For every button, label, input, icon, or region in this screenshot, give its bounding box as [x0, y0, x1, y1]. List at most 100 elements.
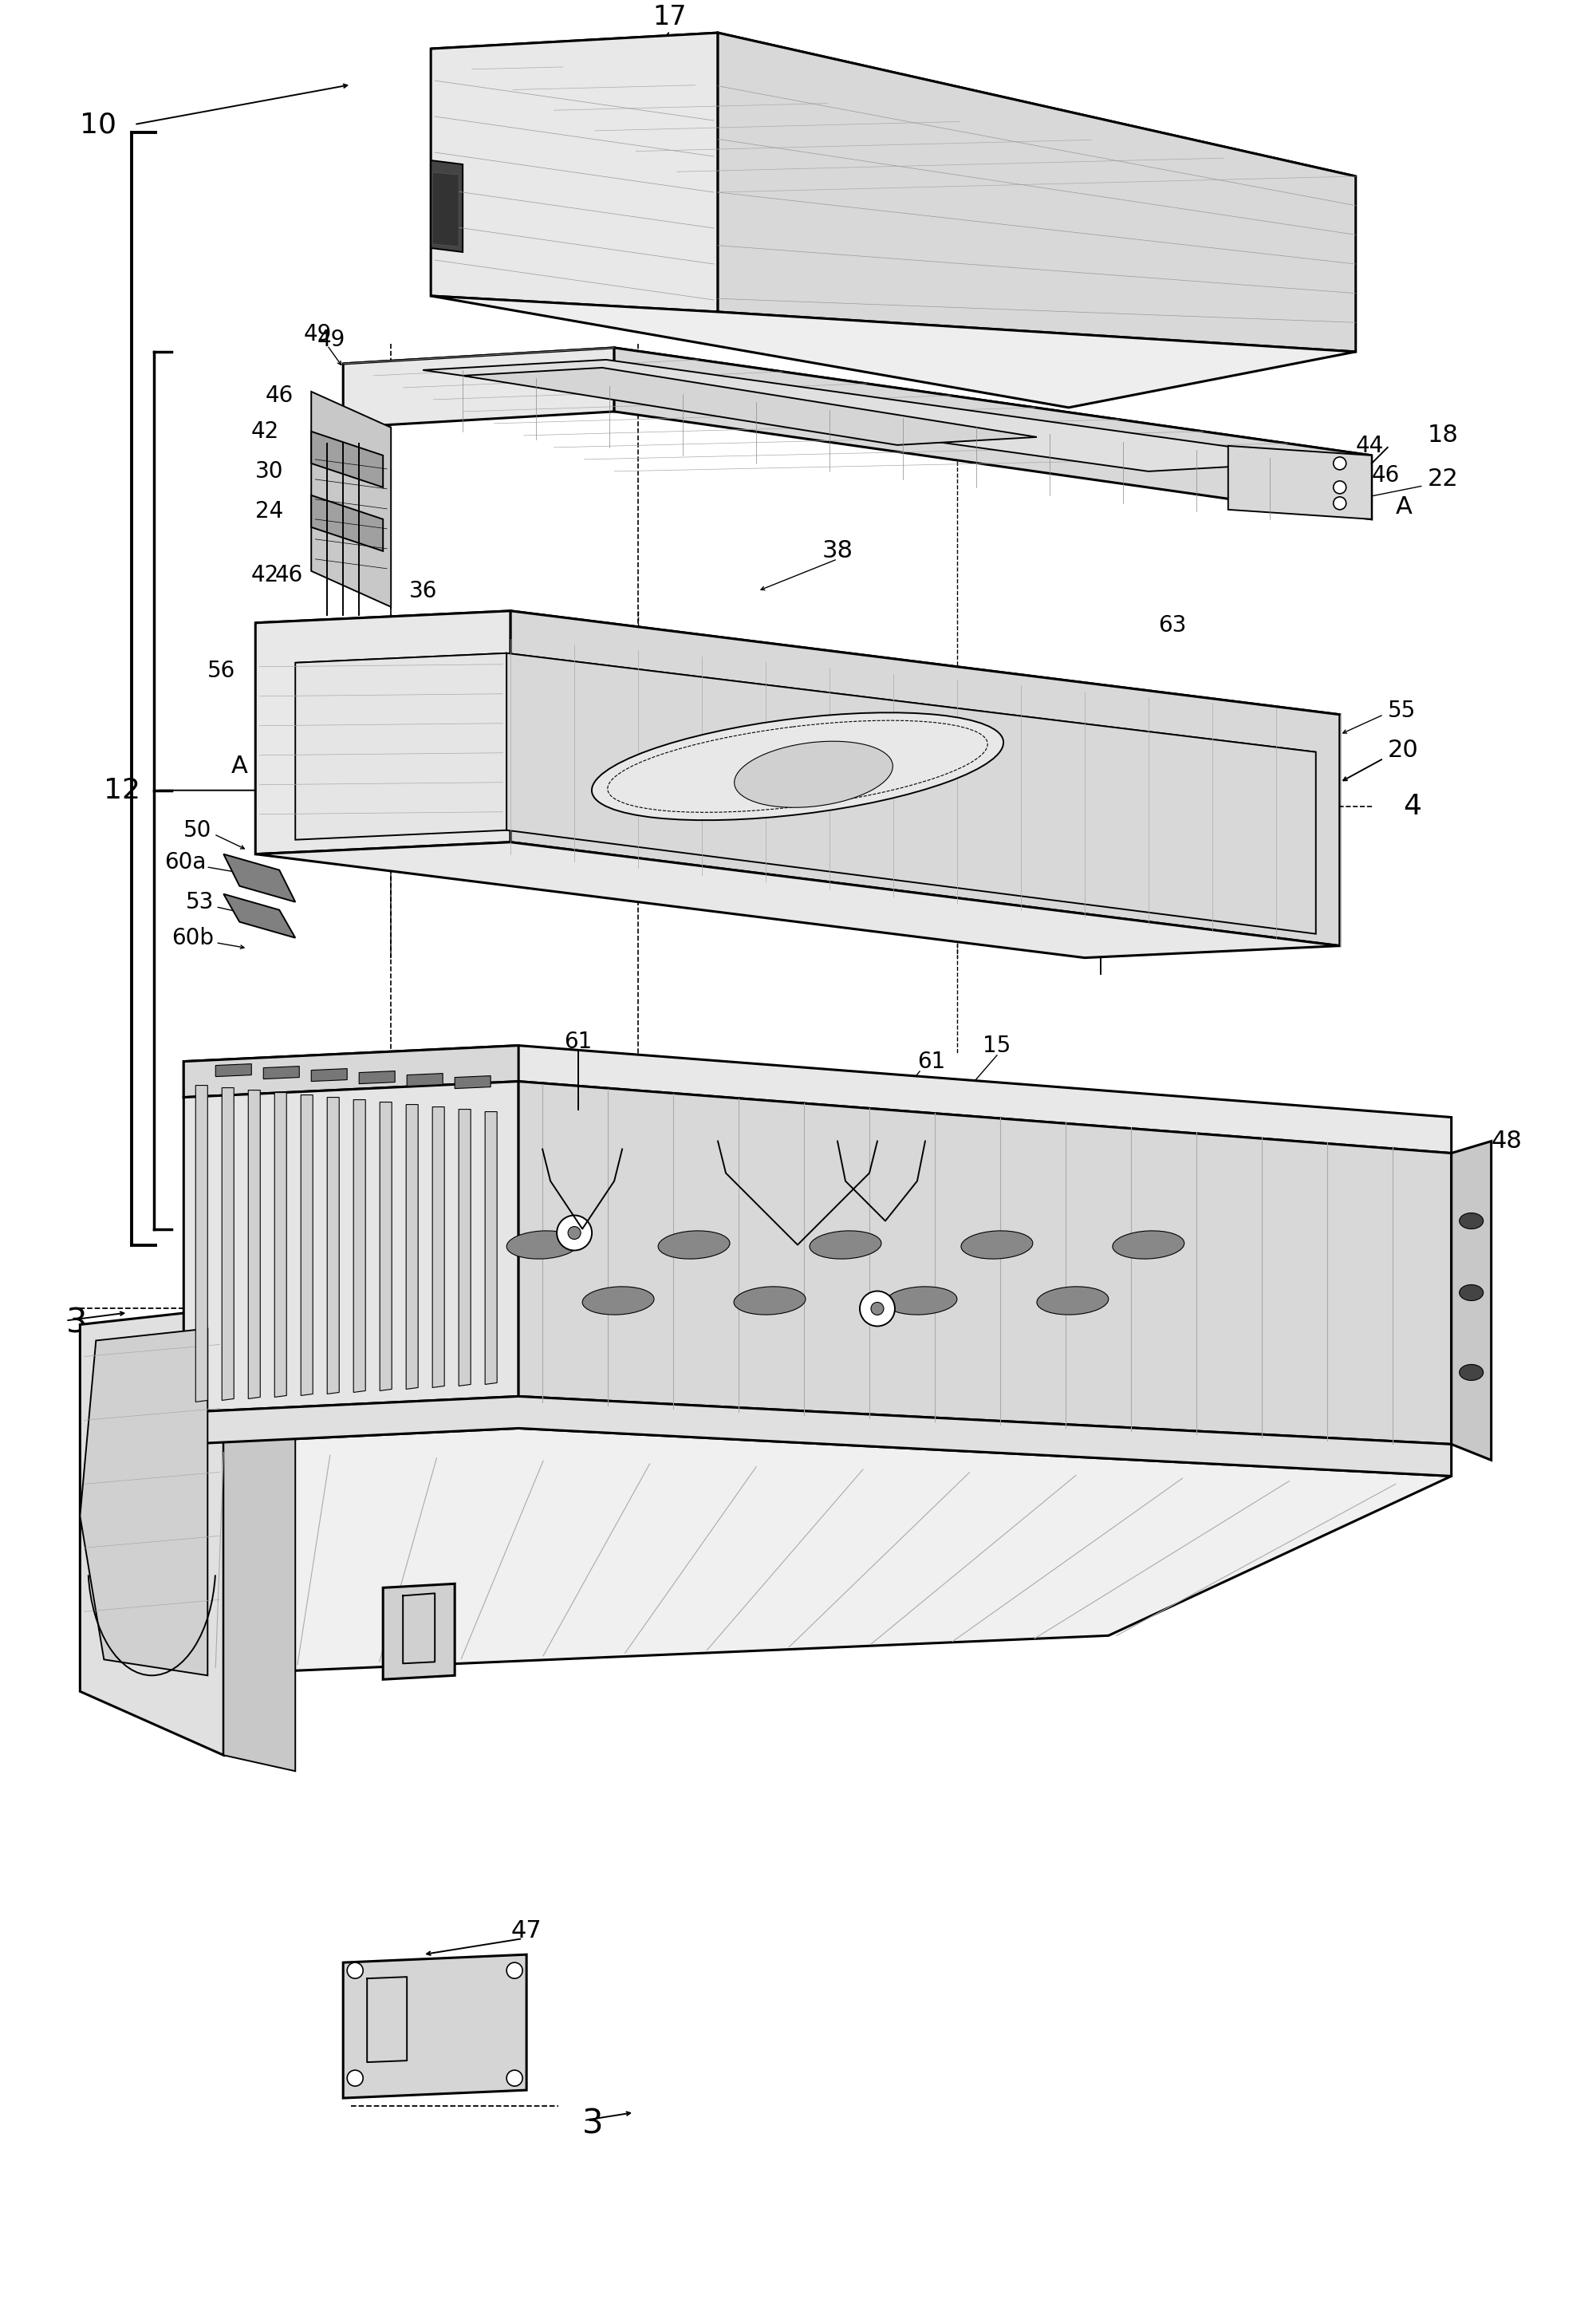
Polygon shape: [311, 392, 391, 607]
Polygon shape: [511, 611, 1339, 946]
Polygon shape: [343, 1954, 527, 2097]
Text: 48: 48: [1491, 1130, 1523, 1154]
Polygon shape: [463, 367, 1037, 445]
Polygon shape: [519, 1082, 1451, 1444]
Ellipse shape: [734, 741, 892, 807]
Circle shape: [1333, 496, 1345, 510]
Text: 61: 61: [565, 1031, 592, 1052]
Text: 24: 24: [255, 501, 284, 521]
Circle shape: [346, 2069, 362, 2086]
Polygon shape: [343, 348, 614, 427]
Polygon shape: [215, 1064, 252, 1077]
Text: 49: 49: [318, 328, 345, 351]
Text: 50: 50: [184, 819, 212, 842]
Polygon shape: [80, 1329, 207, 1675]
Text: 46: 46: [265, 385, 294, 406]
Polygon shape: [196, 1084, 207, 1403]
Text: 49: 49: [303, 323, 332, 346]
Polygon shape: [223, 895, 295, 939]
Ellipse shape: [961, 1230, 1033, 1260]
Text: 36: 36: [409, 579, 437, 602]
Text: 4: 4: [1403, 794, 1422, 819]
Ellipse shape: [734, 1287, 806, 1315]
Polygon shape: [431, 161, 463, 251]
Text: 58: 58: [377, 676, 405, 697]
Ellipse shape: [583, 1287, 654, 1315]
Text: 18: 18: [1427, 424, 1459, 448]
Polygon shape: [184, 1045, 1451, 1154]
Text: 61: 61: [918, 1050, 945, 1073]
Polygon shape: [407, 1073, 442, 1087]
Text: 60a: 60a: [164, 851, 206, 874]
Polygon shape: [1451, 1142, 1491, 1460]
Polygon shape: [431, 295, 1355, 408]
Polygon shape: [458, 1110, 471, 1387]
Polygon shape: [223, 854, 295, 902]
Text: 12: 12: [104, 777, 140, 803]
Text: 47: 47: [511, 1919, 543, 1942]
Text: 34: 34: [361, 365, 389, 388]
Circle shape: [506, 1963, 522, 1979]
Polygon shape: [295, 653, 506, 840]
Polygon shape: [311, 431, 383, 487]
Text: A: A: [1395, 496, 1412, 519]
Circle shape: [557, 1216, 592, 1250]
Text: 10: 10: [80, 111, 117, 138]
Text: 55: 55: [1387, 699, 1416, 722]
Circle shape: [506, 2069, 522, 2086]
Polygon shape: [455, 1075, 490, 1089]
Text: A: A: [231, 754, 247, 777]
Polygon shape: [249, 1091, 260, 1398]
Ellipse shape: [1037, 1287, 1109, 1315]
Polygon shape: [184, 1045, 519, 1098]
Text: 60b: 60b: [172, 927, 214, 948]
Ellipse shape: [592, 713, 1004, 821]
Polygon shape: [431, 32, 718, 311]
Text: 3: 3: [65, 1306, 86, 1340]
Polygon shape: [295, 653, 1315, 761]
Polygon shape: [255, 611, 511, 854]
Ellipse shape: [1459, 1285, 1483, 1301]
Text: 64: 64: [624, 858, 653, 881]
Text: 32: 32: [464, 611, 493, 634]
Circle shape: [568, 1227, 581, 1239]
Polygon shape: [311, 496, 383, 551]
Circle shape: [1333, 480, 1345, 494]
Text: 17: 17: [653, 5, 686, 30]
Ellipse shape: [506, 1230, 578, 1260]
Polygon shape: [222, 1089, 235, 1400]
Polygon shape: [343, 348, 1371, 471]
Text: 44: 44: [1355, 434, 1384, 457]
Polygon shape: [405, 1105, 418, 1389]
Polygon shape: [184, 1082, 519, 1412]
Circle shape: [871, 1301, 884, 1315]
Polygon shape: [263, 1066, 300, 1080]
Polygon shape: [383, 1583, 455, 1679]
Circle shape: [1333, 457, 1345, 471]
Text: 15: 15: [983, 1034, 1010, 1057]
Polygon shape: [433, 1107, 444, 1387]
Polygon shape: [255, 611, 1339, 727]
Circle shape: [346, 1963, 362, 1979]
Polygon shape: [1229, 445, 1371, 519]
Text: 53: 53: [185, 891, 214, 914]
Ellipse shape: [1112, 1230, 1184, 1260]
Polygon shape: [431, 32, 1355, 191]
Polygon shape: [311, 1068, 346, 1082]
Ellipse shape: [658, 1230, 729, 1260]
Text: 42: 42: [251, 420, 279, 443]
Text: 38: 38: [822, 540, 852, 563]
Polygon shape: [327, 1098, 340, 1393]
Polygon shape: [275, 1094, 287, 1398]
Text: 63: 63: [1159, 614, 1186, 637]
Text: 30: 30: [255, 459, 284, 482]
Text: 16: 16: [423, 369, 452, 390]
Polygon shape: [423, 360, 1331, 471]
Ellipse shape: [886, 1287, 958, 1315]
Polygon shape: [353, 1100, 365, 1393]
Polygon shape: [302, 1096, 313, 1396]
Polygon shape: [380, 1103, 391, 1391]
Ellipse shape: [1459, 1363, 1483, 1380]
Polygon shape: [80, 1308, 223, 1756]
Ellipse shape: [809, 1230, 881, 1260]
